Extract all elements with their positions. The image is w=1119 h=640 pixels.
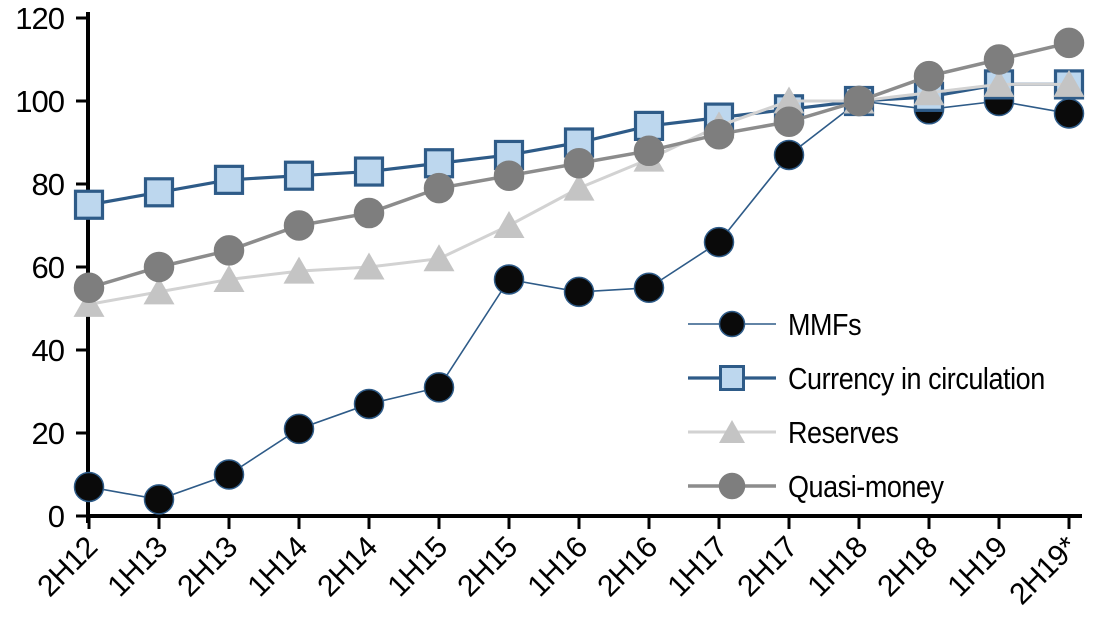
currency-in-circulation-marker-icon: [686, 361, 778, 395]
data-point-marker: [353, 197, 385, 229]
data-point-marker: [1053, 98, 1085, 129]
data-point-marker: [353, 252, 385, 280]
data-point-marker: [353, 156, 385, 187]
data-point-marker: [143, 251, 175, 283]
data-point-marker: [703, 226, 735, 258]
x-tick-label: 2H18: [871, 531, 944, 604]
data-point-marker: [213, 459, 245, 490]
reserves-marker-icon: [686, 415, 778, 449]
data-point-marker: [73, 289, 105, 317]
mmfs-marker-icon: [686, 307, 778, 341]
data-point-marker: [213, 164, 245, 195]
y-tick-label: 40: [32, 333, 65, 368]
data-point-marker: [563, 173, 595, 201]
legend-label: Quasi-money: [788, 468, 944, 504]
data-point-marker: [1053, 27, 1085, 59]
data-point-marker: [423, 172, 455, 204]
data-point-marker: [983, 44, 1015, 75]
x-tick-label: 1H16: [521, 531, 594, 604]
data-point-marker: [423, 372, 455, 403]
data-point-marker: [213, 235, 245, 266]
x-tick-label: 2H19*: [1003, 530, 1084, 611]
x-tick-label: 2H16: [591, 531, 664, 604]
y-tick-label: 80: [32, 167, 65, 202]
data-point-marker: [73, 189, 105, 220]
y-tick-label: 120: [15, 1, 64, 36]
data-point-marker: [1053, 69, 1085, 97]
legend-item-currency-in-circulation: Currency in circulation: [686, 351, 1083, 405]
x-tick-label: 1H17: [661, 531, 734, 604]
legend-label: Currency in circulation: [788, 360, 1045, 396]
data-point-marker: [283, 256, 315, 284]
legend-item-reserves: Reserves: [686, 405, 1083, 459]
x-tick-label: 1H19: [941, 531, 1014, 604]
data-point-marker: [73, 272, 105, 303]
y-tick-label: 60: [32, 250, 65, 285]
data-point-marker: [773, 139, 805, 171]
legend-label: MMFs: [788, 306, 862, 342]
data-point-marker: [283, 413, 315, 445]
x-tick-label: 1H18: [801, 531, 874, 604]
data-point-marker: [283, 210, 315, 241]
data-point-marker: [773, 86, 805, 114]
x-tick-label: 2H12: [31, 531, 104, 604]
data-point-marker: [633, 135, 665, 167]
x-tick-label: 1H15: [381, 531, 454, 604]
y-tick-label: 20: [32, 416, 65, 451]
y-tick-label: 0: [48, 499, 65, 534]
data-point-marker: [843, 85, 875, 117]
series-quasi-money: [73, 27, 1085, 303]
data-point-marker: [423, 244, 455, 272]
data-point-marker: [423, 148, 455, 179]
data-point-marker: [493, 160, 525, 191]
legend-item-mmfs: MMFs: [686, 297, 1083, 351]
data-point-marker: [633, 272, 665, 303]
data-point-marker: [73, 471, 105, 503]
legend-item-quasi-money: Quasi-money: [686, 459, 1083, 513]
legend-label: Reserves: [788, 414, 899, 450]
x-tick-label: 2H14: [311, 531, 384, 604]
data-point-marker: [773, 106, 805, 137]
y-tick-label: 100: [15, 84, 64, 119]
data-point-marker: [563, 276, 595, 308]
data-point-marker: [913, 78, 945, 106]
data-point-marker: [493, 211, 525, 238]
data-point-marker: [493, 264, 525, 295]
x-tick-label: 2H15: [451, 531, 524, 604]
legend: MMFs Currency in circulation Reserves Quasi…: [686, 297, 1083, 513]
data-point-marker: [983, 69, 1015, 97]
x-tick-label: 1H14: [241, 531, 314, 604]
data-point-marker: [283, 160, 315, 191]
data-point-marker: [213, 264, 245, 292]
data-point-marker: [143, 177, 175, 208]
x-tick-label: 2H17: [731, 531, 804, 604]
data-point-marker: [633, 110, 665, 142]
x-tick-label: 1H13: [101, 531, 174, 604]
data-point-marker: [703, 118, 735, 150]
data-point-marker: [913, 60, 945, 92]
quasi-money-marker-icon: [686, 469, 778, 503]
data-point-marker: [143, 484, 175, 515]
x-tick-label: 2H13: [171, 531, 244, 604]
data-point-marker: [563, 148, 595, 179]
data-point-marker: [353, 388, 385, 420]
data-point-marker: [143, 277, 175, 305]
